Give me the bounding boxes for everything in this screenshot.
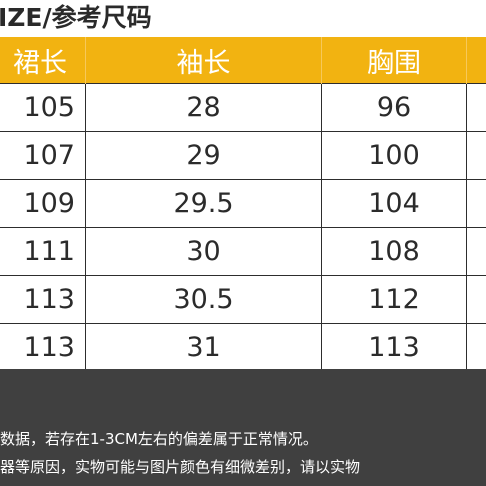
header-bust: 胸围 xyxy=(321,37,467,84)
cell-cut-off xyxy=(466,323,486,372)
cell-cut-off xyxy=(466,275,486,324)
cell-cut-off xyxy=(466,83,486,132)
table-row: 109 29.5 104 xyxy=(0,179,486,228)
cell-bust: 112 xyxy=(321,275,467,324)
note-color-difference: 器等原因，实物可能与图片颜色有细微差别，请以实物 xyxy=(0,458,361,476)
size-table: 裙长 袖长 胸围 105 28 96 107 29 100 xyxy=(0,37,486,372)
cell-bust: 100 xyxy=(321,131,467,180)
size-table-container: 裙长 袖长 胸围 105 28 96 107 29 100 xyxy=(0,37,486,372)
header-skirt-length: 裙长 xyxy=(0,37,86,84)
table-row: 105 28 96 xyxy=(0,83,486,132)
table-row: 113 30.5 112 xyxy=(0,275,486,324)
header-sleeve-length: 袖长 xyxy=(85,37,322,84)
cell-bust: 113 xyxy=(321,323,467,372)
cell-cut-off xyxy=(466,179,486,228)
cell-skirt-length: 105 xyxy=(0,83,86,132)
cell-sleeve-length: 31 xyxy=(85,323,322,372)
cell-skirt-length: 113 xyxy=(0,275,86,324)
cell-skirt-length: 111 xyxy=(0,227,86,276)
note-measurement-tolerance: 数据，若存在1-3CM左右的偏差属于正常情况。 xyxy=(0,430,318,448)
table-row: 107 29 100 xyxy=(0,131,486,180)
cell-skirt-length: 109 xyxy=(0,179,86,228)
header-cut-off xyxy=(466,37,486,84)
table-header-row: 裙长 袖长 胸围 xyxy=(0,37,486,84)
cell-bust: 108 xyxy=(321,227,467,276)
cell-bust: 96 xyxy=(321,83,467,132)
cell-sleeve-length: 30 xyxy=(85,227,322,276)
table-row: 113 31 113 xyxy=(0,323,486,372)
cell-sleeve-length: 30.5 xyxy=(85,275,322,324)
table-row: 111 30 108 xyxy=(0,227,486,276)
cell-skirt-length: 113 xyxy=(0,323,86,372)
cell-sleeve-length: 29 xyxy=(85,131,322,180)
cell-sleeve-length: 28 xyxy=(85,83,322,132)
cell-skirt-length: 107 xyxy=(0,131,86,180)
page-title: IZE/参考尺码 xyxy=(0,3,152,32)
notes-panel xyxy=(0,369,486,486)
cell-cut-off xyxy=(466,131,486,180)
cell-sleeve-length: 29.5 xyxy=(85,179,322,228)
cell-bust: 104 xyxy=(321,179,467,228)
cell-cut-off xyxy=(466,227,486,276)
